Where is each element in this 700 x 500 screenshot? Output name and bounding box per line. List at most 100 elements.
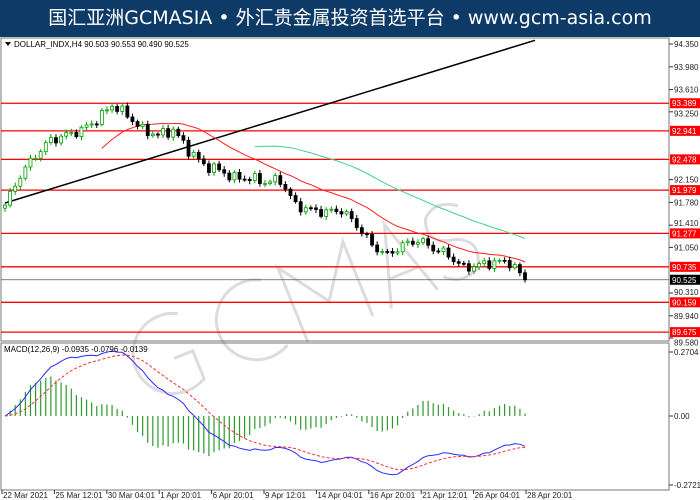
candle-body [196,151,201,160]
candle-body [64,132,69,137]
candle-body [105,109,109,112]
price-level-tag [670,228,700,239]
candle-body [456,261,461,264]
candle-body [354,218,359,229]
x-tick-label: 30 Mar 04:01 [108,491,156,500]
candle-body [349,211,354,220]
x-tick-label: 1 Apr 20:01 [160,491,201,500]
candle-body [99,110,104,125]
candle-body [3,204,7,209]
candle-body [268,181,272,184]
candle-body [283,183,288,190]
candle-body [359,227,364,235]
y-tick-label: 92.150 [674,176,699,185]
collapse-triangle-icon[interactable] [5,42,11,46]
candle-body [502,259,507,262]
y-tick-label: 89.940 [674,312,699,321]
candle-body [222,169,227,174]
candle-body [227,172,232,181]
price-level-tag [670,98,700,109]
candle-body [181,135,186,141]
candle-body [252,173,257,182]
candle-body [390,251,395,254]
candle-body [487,260,492,269]
price-level-label: 90.735 [672,263,697,272]
candle-body [242,178,247,181]
candle-body [334,208,339,213]
y-tick-label: 91.410 [674,219,699,228]
candle-body [375,244,380,253]
watermark-letter-c [214,278,289,362]
candle-body [171,128,176,138]
candle-body [201,158,206,165]
watermark-letter-a [382,220,439,309]
candle-body [385,251,390,253]
candle-body [472,266,476,272]
candle-body [507,260,512,269]
price-level-label: 90.159 [672,298,697,307]
x-tick-label: 16 Apr 20:01 [370,491,416,500]
candle-body [370,233,374,246]
candle-body [314,207,318,210]
price-level-label: 89.675 [672,328,697,337]
price-level-tag [670,261,700,272]
y-tick-label: 94.350 [674,40,699,49]
y-tick-label: 89.580 [674,339,699,348]
candle-body [431,244,436,252]
candle-body [421,238,425,243]
price-level-label: 92.941 [672,127,697,136]
candle-body [8,190,12,206]
fast-ma-line [101,122,526,263]
candle-body [161,128,165,136]
y-tick-label: 90.310 [674,288,699,297]
price-level-tag [670,154,700,165]
candle-body [405,240,410,244]
macd-header: MACD(12,26,9) -0.0935 -0.0796 -0.0139 [4,345,148,354]
candle-body [125,105,130,118]
x-tick-label: 14 Apr 04:01 [317,491,363,500]
candle-body [38,151,43,159]
candle-body [48,137,53,144]
candle-body [461,262,466,265]
candle-body [135,121,140,127]
current-price-label: 90.525 [672,276,697,285]
candle-body [344,211,349,215]
x-tick-label: 9 Apr 12:01 [265,491,306,500]
y-tick-label: 91.050 [674,243,699,252]
price-level-label: 93.389 [672,99,697,108]
candle-body [446,247,451,258]
price-level-tag [670,297,700,308]
x-tick-label: 6 Apr 20:01 [213,491,254,500]
candle-body [308,207,313,210]
price-level-tag [670,185,700,196]
candle-body [436,250,441,253]
candle-body [140,123,145,127]
candle-body [492,260,497,269]
candle-body [28,157,33,168]
macd-y-tick-label: -0.2721 [674,481,700,490]
y-tick-label: 93.250 [674,110,699,119]
price-level-tag [670,327,700,338]
x-tick-label: 22 Mar 2021 [3,491,48,500]
candle-body [523,272,527,281]
candle-body [380,251,385,253]
candle-body [18,177,23,187]
candle-body [329,208,334,211]
banner: 国汇亚洲GCMASIA • 外汇贵金属投资首选平台 • www.gcm-asia… [0,0,700,37]
watermark-letter-s [423,202,480,281]
candle-body [84,124,89,128]
candle-body [467,263,471,272]
candle-body [89,123,94,126]
trendline [4,39,536,204]
macd-y-tick-label: 0.2704 [674,348,699,357]
x-tick-label: 21 Apr 12:01 [422,491,468,500]
candle-body [79,126,84,138]
macd-main-line [4,350,526,476]
candle-body [441,247,446,252]
candle-body [207,163,211,173]
candle-body [166,128,171,138]
candle-body [120,105,125,112]
x-tick-label: 28 Apr 20:01 [527,491,573,500]
watermark-letter-g [131,311,206,395]
